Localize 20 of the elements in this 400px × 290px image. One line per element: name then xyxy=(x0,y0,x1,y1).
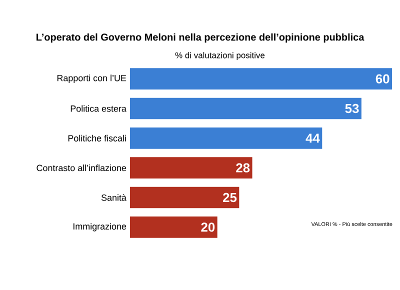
data-label: 44 xyxy=(306,134,320,143)
data-label: 60 xyxy=(376,74,390,84)
y-tick-label: Rapporti con l’UE xyxy=(57,74,126,84)
y-tick-label: Politiche fiscali xyxy=(68,134,126,142)
y-tick-label: Immigrazione xyxy=(73,222,126,232)
bar xyxy=(130,68,392,90)
bar xyxy=(130,157,252,179)
y-tick-label: Contrasto all’inflazione xyxy=(36,164,126,172)
data-label: 25 xyxy=(223,192,237,202)
bar xyxy=(130,216,218,238)
y-tick-label: Sanità xyxy=(101,194,126,201)
chart-title: L’operato del Governo Meloni nella percezione dell’opinione pubblica xyxy=(36,33,364,43)
bar xyxy=(130,127,322,149)
bar xyxy=(130,186,240,208)
data-label: 53 xyxy=(345,104,359,114)
bar xyxy=(130,98,362,120)
y-tick-label: Politica estera xyxy=(70,105,126,112)
data-label: 28 xyxy=(236,163,250,172)
data-label: 20 xyxy=(201,222,215,232)
chart-subtitle: % di valutazioni positive xyxy=(175,52,265,60)
